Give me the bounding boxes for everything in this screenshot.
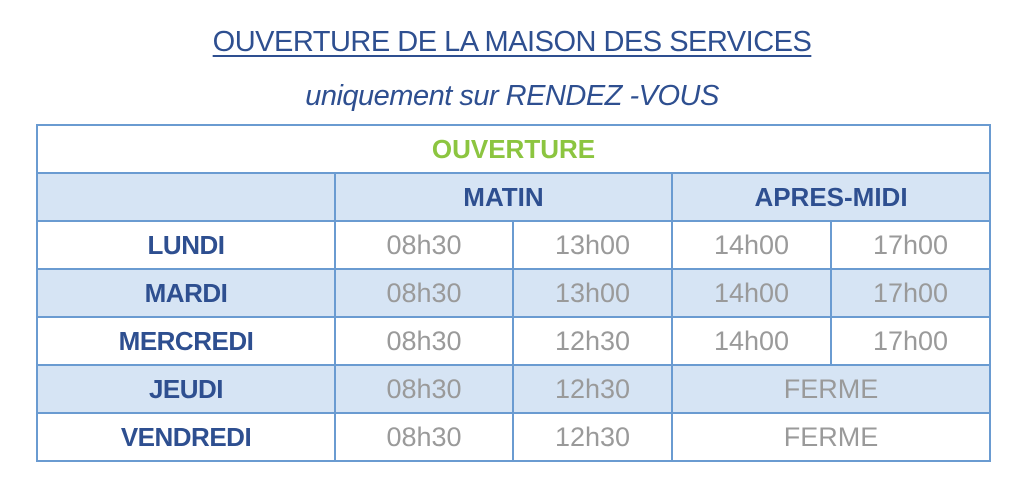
time-cell: 17h00: [829, 268, 992, 318]
table-row: VENDREDI 08h30 12h30 FERME: [36, 412, 992, 462]
header-matin: MATIN: [334, 172, 673, 222]
day-label: JEUDI: [36, 364, 336, 414]
opening-hours-table: OUVERTURE MATIN APRES-MIDI LUNDI 08h30 1…: [35, 124, 992, 462]
time-cell: 08h30: [334, 364, 514, 414]
time-cell: 17h00: [829, 220, 992, 270]
time-cell: 12h30: [512, 412, 673, 462]
table-row: MERCREDI 08h30 12h30 14h00 17h00: [36, 316, 992, 366]
time-cell: 08h30: [334, 412, 514, 462]
time-cell: 17h00: [829, 316, 992, 366]
table-row: LUNDI 08h30 13h00 14h00 17h00: [36, 220, 992, 270]
time-cell: 08h30: [334, 220, 514, 270]
time-cell: 14h00: [671, 268, 832, 318]
closed-cell: FERME: [670, 364, 992, 414]
page-subtitle: uniquement sur RENDEZ -VOUS: [305, 80, 719, 112]
header-apres-midi: APRES-MIDI: [670, 172, 992, 222]
day-label: MARDI: [36, 268, 336, 318]
time-cell: 12h30: [512, 316, 673, 366]
empty-header-cell: [36, 172, 336, 222]
time-cell: 13h00: [512, 268, 673, 318]
time-cell: 08h30: [334, 316, 514, 366]
day-label: MERCREDI: [36, 316, 336, 366]
day-label: LUNDI: [36, 220, 336, 270]
table-row: JEUDI 08h30 12h30 FERME: [36, 364, 992, 414]
closed-cell: FERME: [670, 412, 992, 462]
time-cell: 14h00: [671, 220, 832, 270]
table-caption: OUVERTURE: [35, 124, 992, 174]
time-cell: 13h00: [512, 220, 673, 270]
day-label: VENDREDI: [36, 412, 336, 462]
table-row: MARDI 08h30 13h00 14h00 17h00: [36, 268, 992, 318]
page-title: OUVERTURE DE LA MAISON DES SERVICES: [212, 26, 812, 58]
time-cell: 08h30: [334, 268, 514, 318]
time-cell: 12h30: [512, 364, 673, 414]
time-cell: 14h00: [671, 316, 832, 366]
